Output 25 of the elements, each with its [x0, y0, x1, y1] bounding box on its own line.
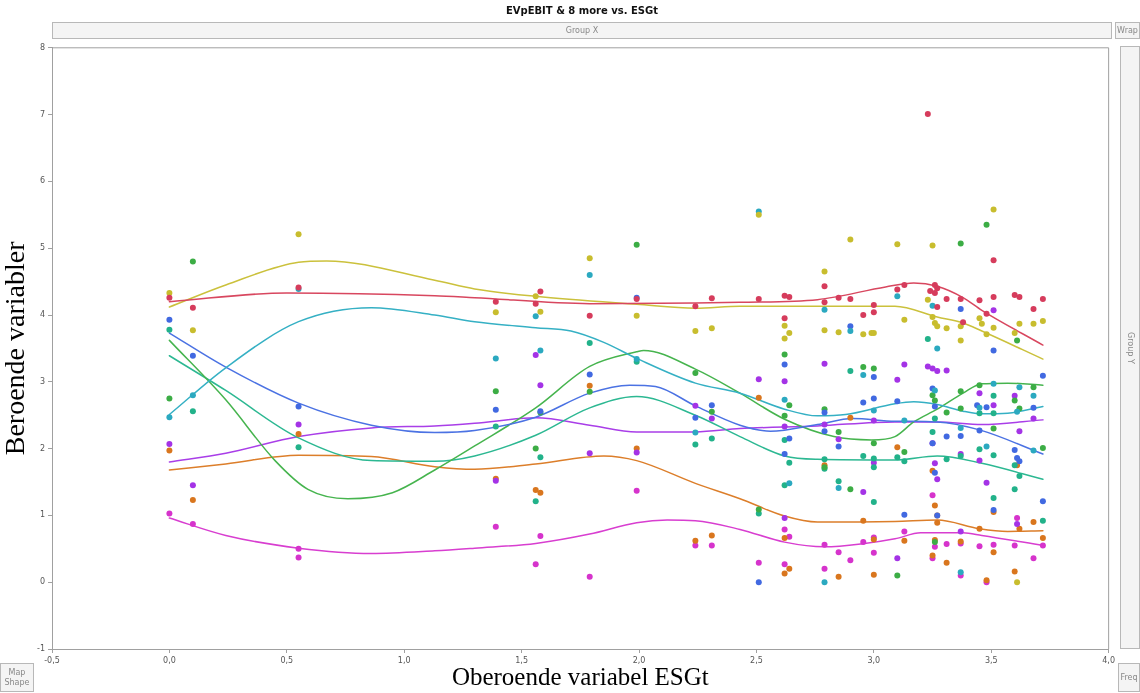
- y-tick-label: 7: [39, 109, 45, 119]
- y-tick-label: 8: [39, 42, 45, 52]
- x-tick-label: -0,5: [44, 655, 60, 665]
- text: Group Y: [1125, 331, 1135, 364]
- text: Group X: [565, 25, 599, 36]
- y-tick-label: -1: [37, 644, 45, 654]
- x-tick-label: 1,0: [397, 655, 411, 665]
- x-tick-label: 0,0: [163, 655, 176, 665]
- chart-title: EVpEBIT & 8 more vs. ESGt: [504, 4, 660, 18]
- x-tick-label: 1,5: [515, 655, 528, 665]
- x-tick-label: 3,5: [984, 655, 998, 665]
- y-tick-label: 3: [39, 376, 45, 386]
- x-tick-label: 0,5: [280, 655, 294, 665]
- y-tick-label: 1: [39, 510, 45, 520]
- text: Freq: [1120, 672, 1138, 683]
- y-tick-label: 0: [39, 577, 45, 587]
- x-tick-label: 2,0: [632, 655, 646, 665]
- y-tick-label: 2: [39, 443, 45, 453]
- y-tick-label: 4: [39, 310, 45, 320]
- y-axis-title: Beroende variabler: [0, 240, 31, 456]
- x-tick-label: 3,0: [867, 655, 881, 665]
- y-tick-label: 5: [39, 243, 45, 253]
- x-tick-label: 4,0: [1102, 655, 1116, 665]
- x-tick-label: 2,5: [750, 655, 763, 665]
- y-tick-label: 6: [39, 176, 45, 186]
